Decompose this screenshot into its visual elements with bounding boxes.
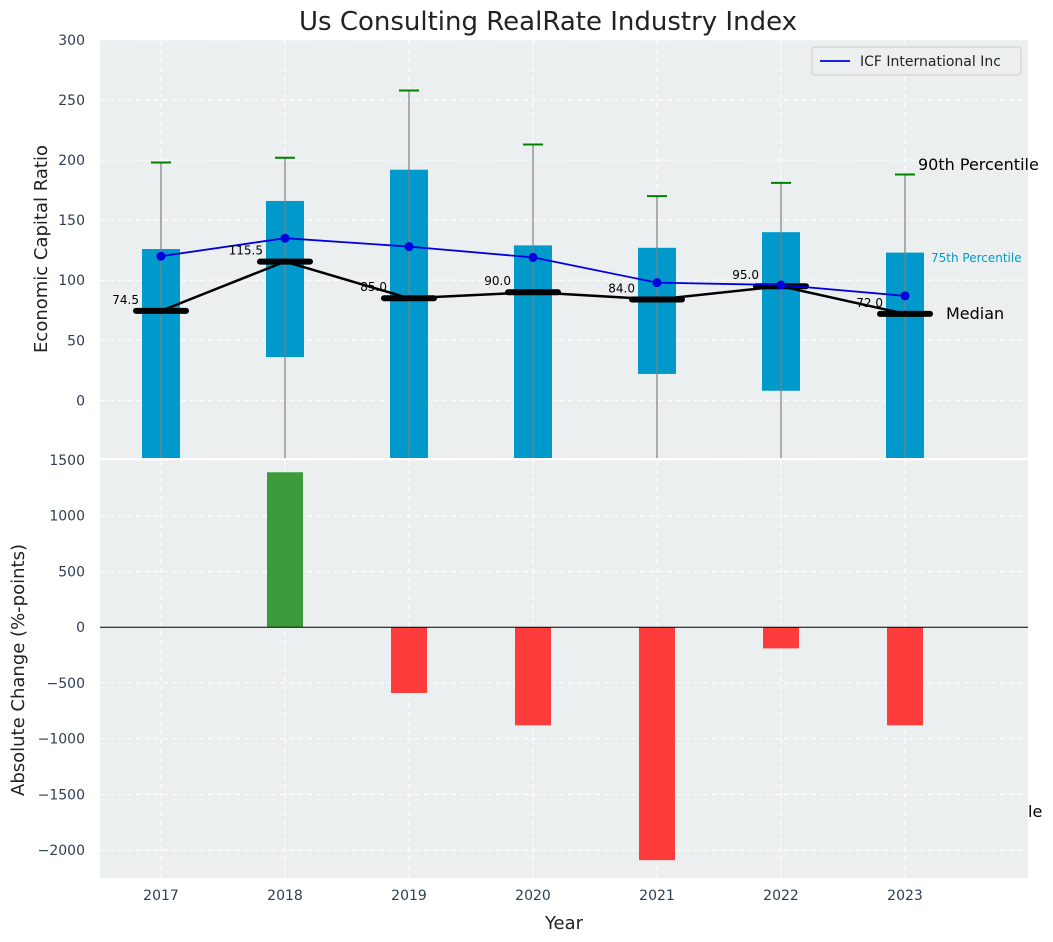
change-bar-2019 (391, 627, 427, 693)
bottom-y-tick-label: −500 (47, 676, 85, 692)
x-tick-label-2020: 2020 (515, 888, 551, 904)
change-bar-2021 (639, 627, 675, 861)
x-axis-title: Year (544, 913, 584, 934)
company-point-2023 (900, 291, 910, 301)
median-label-2020: 90.0 (484, 274, 511, 288)
x-tick-label-2023: 2023 (887, 888, 923, 904)
x-tick-label-2021: 2021 (639, 888, 675, 904)
change-bar-2022 (763, 627, 799, 649)
top-grid (100, 39, 1028, 401)
change-bar-2023 (887, 627, 923, 726)
legend-frame (811, 46, 1022, 76)
top-y-tick-label: 250 (58, 93, 85, 109)
bottom-y-tick-label: 500 (58, 564, 85, 580)
bottom-y-tick-label: −2000 (38, 843, 85, 859)
legend: ICF International Inc (811, 46, 1022, 76)
top-panel-background (100, 40, 1028, 458)
median-label-2018: 115.5 (229, 244, 263, 258)
bottom-y-tick-label: 1000 (49, 509, 85, 525)
legend-label: ICF International Inc (860, 54, 1001, 70)
top-y-tick-label: 200 (58, 153, 85, 169)
x-tick-label-2022: 2022 (763, 888, 799, 904)
top-y-tick-label: 0 (76, 393, 85, 409)
change-bar-2020 (515, 627, 551, 726)
x-tick-label-2017: 2017 (143, 888, 179, 904)
annotation-median: Median (946, 304, 1004, 323)
box-series (142, 89, 924, 459)
bottom-y-tick-label: 0 (76, 620, 85, 636)
median-label-2019: 85.0 (360, 280, 387, 294)
top-y-tick-label: 100 (58, 273, 85, 289)
clipped-annotation: le (1028, 802, 1042, 821)
company-point-2017 (156, 251, 166, 261)
company-point-2020 (528, 252, 538, 262)
median-label-2017: 74.5 (112, 293, 139, 307)
median-data-labels: 74.5 115.5 85.0 90.0 84.0 95.0 72.0 (112, 244, 883, 310)
bottom-y-axis-title: Absolute Change (%-points) (8, 544, 29, 796)
company-point-2019 (404, 242, 414, 252)
top-y-axis-title: Economic Capital Ratio (31, 145, 52, 353)
annotation-90th-percentile: 90th Percentile (918, 155, 1039, 174)
annotation-75th-percentile: 75th Percentile (931, 251, 1022, 265)
change-bar-2018 (267, 472, 303, 628)
bottom-y-tick-label: 1500 (49, 453, 85, 469)
median-label-2023: 72.0 (856, 296, 883, 310)
top-y-tick-label: 300 (58, 33, 85, 49)
x-tick-label-2018: 2018 (267, 888, 303, 904)
company-series (156, 233, 910, 301)
change-bars (267, 472, 923, 861)
chart-title: Us Consulting RealRate Industry Index (299, 7, 797, 37)
median-label-2021: 84.0 (608, 281, 635, 295)
bottom-y-tick-label: −1500 (38, 787, 85, 803)
company-point-2021 (652, 278, 662, 288)
bottom-y-tick-labels: −2000 −1500 −1000 −500 0 500 1000 1500 (38, 453, 85, 859)
x-tick-labels: 2017 2018 2019 2020 2021 2022 2023 (143, 888, 923, 904)
median-label-2022: 95.0 (732, 268, 759, 282)
company-point-2022 (776, 280, 786, 290)
x-tick-label-2019: 2019 (391, 888, 427, 904)
bottom-y-tick-label: −1000 (38, 732, 85, 748)
top-y-tick-label: 50 (67, 333, 85, 349)
top-y-tick-labels: 0 50 100 150 200 250 300 (58, 33, 85, 409)
bottom-panel-background (100, 460, 1028, 878)
top-y-tick-label: 150 (58, 213, 85, 229)
company-point-2018 (280, 233, 290, 243)
